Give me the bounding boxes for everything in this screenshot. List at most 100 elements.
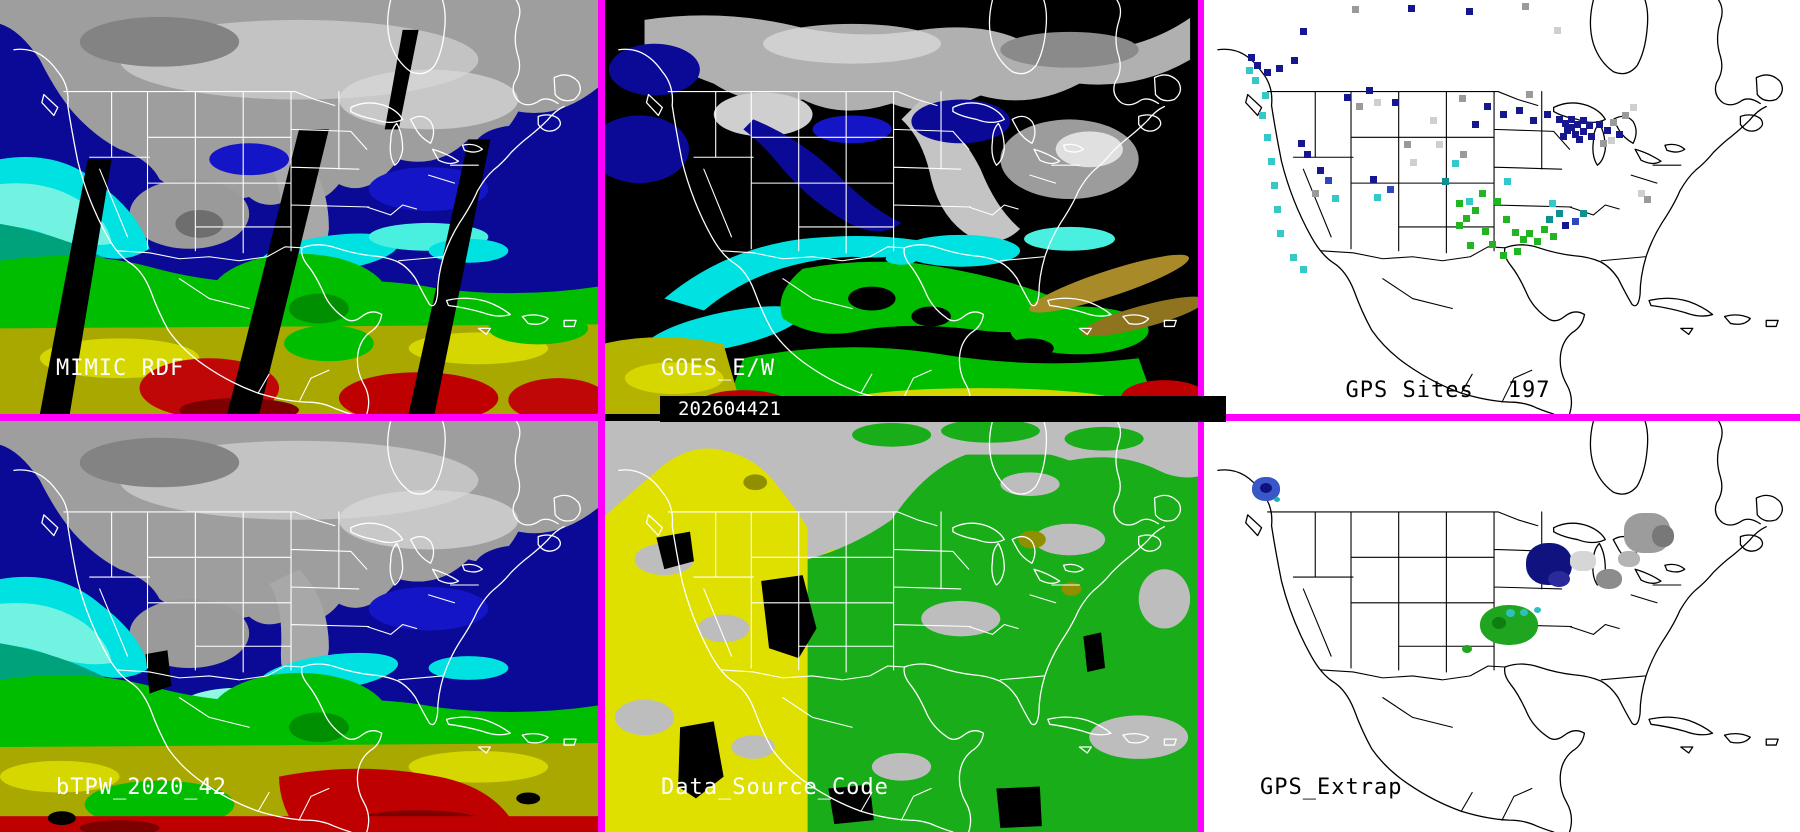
gps-extrap-blob bbox=[1618, 551, 1640, 567]
gps-extrap-blob bbox=[1506, 609, 1515, 617]
gps-extrap-blob bbox=[1548, 571, 1570, 587]
gps-site-dot bbox=[1530, 117, 1537, 124]
gps-extrap-blob bbox=[1492, 617, 1506, 629]
gps-site-dot bbox=[1544, 111, 1551, 118]
gps-site-dot bbox=[1610, 119, 1617, 126]
gps-site-dot bbox=[1494, 198, 1501, 205]
gps-site-dot bbox=[1479, 190, 1486, 197]
gps-site-dot bbox=[1586, 122, 1593, 129]
gps-site-dot bbox=[1366, 87, 1373, 94]
btpw-map-art bbox=[0, 421, 598, 832]
gps-site-dot bbox=[1374, 194, 1381, 201]
gps-site-dot bbox=[1572, 218, 1579, 225]
gps-site-dot bbox=[1574, 121, 1581, 128]
panel-goes: GOES_E/W bbox=[605, 0, 1198, 421]
panel-data-source-code: Data_Source_Code bbox=[605, 421, 1198, 832]
panel-gps-extrap: GPS_Extrap bbox=[1204, 421, 1800, 832]
gps-sites-map-outline bbox=[1204, 0, 1800, 414]
mimic-rdf-map-art bbox=[0, 0, 598, 414]
gps-site-dot bbox=[1466, 8, 1473, 15]
gps-sites-count: 197 bbox=[1507, 378, 1551, 403]
gps-site-dot bbox=[1580, 117, 1587, 124]
gps-site-dot bbox=[1387, 186, 1394, 193]
gps-site-dot bbox=[1522, 3, 1529, 10]
gps-site-dot bbox=[1472, 121, 1479, 128]
gps-site-dot bbox=[1630, 104, 1637, 111]
gps-site-dot bbox=[1568, 116, 1575, 123]
gps-site-dot bbox=[1408, 5, 1415, 12]
btpw-label: bTPW_2020_42 bbox=[56, 775, 227, 800]
gps-site-dot bbox=[1564, 127, 1571, 134]
gps-site-dot bbox=[1546, 216, 1553, 223]
panel-mimic-rdf: MIMIC RDF bbox=[0, 0, 598, 414]
gps-site-dot bbox=[1512, 229, 1519, 236]
gps-site-dot bbox=[1541, 226, 1548, 233]
gps-site-dot bbox=[1264, 134, 1271, 141]
gps-site-dot bbox=[1332, 195, 1339, 202]
gps-site-dot bbox=[1252, 77, 1259, 84]
gps-site-dot bbox=[1580, 210, 1587, 217]
gps-site-dot bbox=[1644, 196, 1651, 203]
gps-site-dot bbox=[1489, 241, 1496, 248]
gps-site-dot bbox=[1638, 190, 1645, 197]
data-source-code-label: Data_Source_Code bbox=[661, 775, 889, 800]
gps-site-dot bbox=[1410, 159, 1417, 166]
gps-site-dot bbox=[1370, 176, 1377, 183]
gps-extrap-blob bbox=[1570, 551, 1596, 571]
gps-site-dot bbox=[1596, 121, 1603, 128]
gps-site-dot bbox=[1259, 112, 1266, 119]
gps-site-dot bbox=[1503, 216, 1510, 223]
gps-site-dot bbox=[1456, 222, 1463, 229]
gps-site-dot bbox=[1560, 133, 1567, 140]
timestamp-bar: 202604421 bbox=[660, 396, 1226, 422]
gps-site-dot bbox=[1534, 238, 1541, 245]
panel-btpw: bTPW_2020_42 bbox=[0, 421, 598, 832]
gps-extrap-label: GPS_Extrap bbox=[1260, 775, 1403, 800]
gps-extrap-blob-layer bbox=[1204, 421, 1800, 832]
gps-site-dot bbox=[1430, 117, 1437, 124]
gps-extrap-blob bbox=[1260, 483, 1272, 493]
gps-site-dot bbox=[1291, 57, 1298, 64]
gps-site-dot bbox=[1588, 133, 1595, 140]
gps-site-dot bbox=[1580, 128, 1587, 135]
gps-site-dot bbox=[1472, 207, 1479, 214]
gps-site-dot bbox=[1500, 111, 1507, 118]
gps-site-dot bbox=[1466, 198, 1473, 205]
gps-site-dot bbox=[1325, 177, 1332, 184]
gps-site-dot bbox=[1276, 65, 1283, 72]
gps-site-dot bbox=[1452, 160, 1459, 167]
gps-extrap-blob bbox=[1462, 645, 1472, 653]
gps-site-dot bbox=[1568, 124, 1575, 131]
gps-site-dot bbox=[1562, 222, 1569, 229]
gps-site-dot bbox=[1442, 178, 1449, 185]
gps-site-dot bbox=[1356, 103, 1363, 110]
gps-site-dot bbox=[1300, 28, 1307, 35]
gps-site-dot bbox=[1344, 94, 1351, 101]
gps-site-dot bbox=[1550, 233, 1557, 240]
goes-label: GOES_E/W bbox=[661, 356, 775, 381]
gps-site-dot bbox=[1556, 116, 1563, 123]
gps-site-dot bbox=[1608, 137, 1615, 144]
gps-site-dot bbox=[1248, 54, 1255, 61]
gps-site-dot bbox=[1562, 120, 1569, 127]
gps-site-dot bbox=[1264, 69, 1271, 76]
gps-site-dot bbox=[1298, 140, 1305, 147]
gps-site-dot bbox=[1526, 230, 1533, 237]
gps-site-dot bbox=[1274, 206, 1281, 213]
gps-sites-label: GPS Sites 197 bbox=[1260, 358, 1550, 414]
gps-site-dot bbox=[1526, 91, 1533, 98]
gps-extrap-blob bbox=[1534, 607, 1541, 613]
gps-extrap-blob bbox=[1520, 609, 1528, 616]
gps-site-dot bbox=[1484, 103, 1491, 110]
gps-site-dot bbox=[1554, 27, 1561, 34]
gps-site-dot bbox=[1467, 242, 1474, 249]
gps-extrap-blob bbox=[1652, 525, 1674, 547]
gps-site-dot bbox=[1604, 127, 1611, 134]
gps-site-dot bbox=[1271, 182, 1278, 189]
gps-extrap-blob bbox=[1596, 569, 1622, 589]
data-source-map-art bbox=[605, 421, 1198, 832]
gps-site-dot bbox=[1616, 131, 1623, 138]
gps-site-dot bbox=[1317, 167, 1324, 174]
gps-site-dot bbox=[1482, 228, 1489, 235]
